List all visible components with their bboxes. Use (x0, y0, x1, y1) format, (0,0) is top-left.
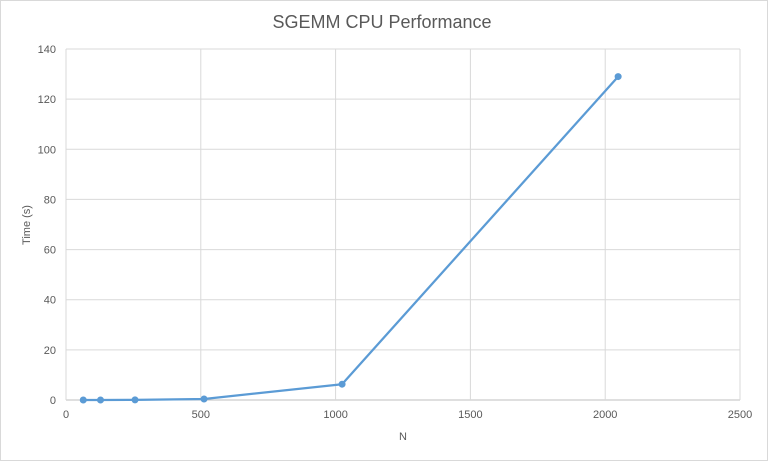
y-tick-label: 80 (44, 194, 56, 206)
data-point (97, 396, 105, 404)
x-axis-label: N (399, 431, 407, 443)
y-tick-label: 140 (38, 44, 56, 56)
x-tick-label: 0 (63, 409, 69, 421)
y-tick-label: 40 (44, 295, 56, 307)
y-axis-label: Time (s) (21, 205, 33, 245)
y-tick-label: 100 (38, 144, 56, 156)
data-point (79, 396, 87, 404)
grid-lines (65, 48, 741, 401)
data-point (338, 380, 346, 388)
series-line (83, 75, 619, 402)
data-point (200, 395, 208, 403)
chart-title: SGEMM CPU Performance (272, 12, 491, 32)
x-tick-label: 500 (192, 409, 210, 421)
x-tick-label: 1000 (323, 409, 347, 421)
series-group (79, 73, 622, 404)
y-tick-label: 60 (44, 245, 56, 257)
y-tick-labels: 0 20 40 60 80 100 120 140 (38, 44, 56, 407)
y-tick-label: 120 (38, 94, 56, 106)
x-tick-label: 2000 (593, 409, 617, 421)
y-tick-label: 0 (50, 395, 56, 407)
data-point (614, 73, 622, 81)
x-tick-labels: 0 500 1000 1500 2000 2500 (63, 409, 752, 421)
y-tick-label: 20 (44, 345, 56, 357)
x-tick-label: 2500 (728, 409, 752, 421)
x-tick-label: 1500 (458, 409, 482, 421)
data-point (131, 396, 139, 404)
